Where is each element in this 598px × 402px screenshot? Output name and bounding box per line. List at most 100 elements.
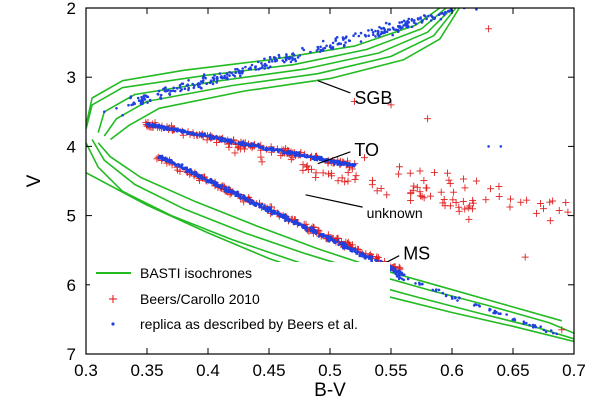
replica-point bbox=[230, 71, 233, 75]
replica-point bbox=[199, 177, 203, 180]
replica-point bbox=[187, 79, 190, 82]
replica-point bbox=[378, 25, 381, 29]
beers-point bbox=[395, 170, 403, 178]
replica-point bbox=[234, 71, 237, 74]
beers-point bbox=[416, 188, 424, 196]
beers-point bbox=[383, 191, 391, 199]
replica-point bbox=[367, 29, 370, 32]
replica-point bbox=[284, 219, 287, 222]
replica-point bbox=[260, 66, 264, 69]
replica-point bbox=[356, 250, 360, 254]
replica-point bbox=[343, 44, 346, 47]
replica-point bbox=[420, 19, 424, 23]
annotation-arrow-2 bbox=[305, 194, 363, 208]
beers-point bbox=[523, 196, 531, 204]
beers-point bbox=[237, 145, 245, 153]
annotation-label-2: unknown bbox=[367, 205, 423, 221]
annotation-arrow-0 bbox=[317, 80, 351, 94]
replica-point bbox=[254, 202, 258, 206]
replica-point bbox=[344, 36, 347, 40]
replica-point bbox=[198, 132, 202, 135]
replica-point bbox=[283, 151, 287, 155]
beers-point bbox=[287, 155, 295, 163]
replica-point bbox=[531, 323, 535, 327]
replica-point bbox=[265, 208, 268, 212]
replica-point bbox=[319, 45, 322, 49]
beers-point bbox=[464, 204, 472, 212]
replica-point bbox=[239, 197, 242, 200]
beers-point bbox=[461, 184, 469, 192]
replica-point bbox=[420, 282, 424, 286]
beers-point bbox=[472, 177, 480, 185]
replica-point bbox=[437, 288, 441, 292]
x-tick-label: 0.35 bbox=[130, 361, 163, 380]
beers-point bbox=[308, 165, 316, 173]
replica-point bbox=[382, 26, 386, 30]
beers-point bbox=[344, 169, 352, 177]
replica-point bbox=[361, 254, 364, 258]
replica-point bbox=[296, 56, 300, 59]
replica-point bbox=[244, 65, 247, 69]
replica-point bbox=[321, 49, 325, 52]
replica-point bbox=[370, 260, 374, 263]
replica-point bbox=[441, 12, 445, 15]
replica-point bbox=[337, 243, 341, 247]
replica-point bbox=[433, 16, 437, 20]
replica-point bbox=[370, 28, 374, 32]
replica-point bbox=[297, 223, 301, 227]
beers-point bbox=[417, 192, 425, 200]
replica-point bbox=[354, 249, 357, 252]
replica-point bbox=[313, 228, 317, 232]
beers-point bbox=[282, 144, 290, 152]
replica-point bbox=[239, 74, 242, 78]
replica-point bbox=[268, 55, 272, 59]
replica-point bbox=[475, 8, 478, 11]
x-tick-label: 0.6 bbox=[440, 361, 464, 380]
isochrone-curve-2 bbox=[86, 8, 441, 126]
replica-point bbox=[278, 148, 282, 151]
replica-point bbox=[140, 98, 143, 102]
legend-swatch-beers bbox=[109, 295, 117, 303]
replica-point bbox=[220, 138, 224, 141]
replica-point bbox=[525, 321, 528, 325]
replica-point bbox=[208, 81, 212, 85]
replica-point bbox=[212, 78, 216, 82]
replica-point bbox=[398, 21, 401, 24]
replica-point bbox=[398, 273, 402, 276]
replica-point bbox=[487, 145, 490, 148]
replica-point bbox=[374, 29, 377, 33]
beers-point bbox=[562, 199, 570, 207]
replica-point bbox=[396, 30, 400, 33]
replica-point bbox=[143, 98, 147, 101]
replica-point bbox=[406, 26, 410, 29]
replica-point bbox=[363, 256, 367, 260]
beers-point bbox=[546, 217, 554, 225]
beers-point bbox=[341, 178, 349, 186]
replica-point bbox=[225, 72, 229, 76]
replica-point bbox=[172, 86, 176, 90]
replica-point bbox=[378, 34, 381, 38]
replica-point bbox=[215, 184, 218, 187]
replica-point bbox=[301, 154, 305, 158]
replica-point bbox=[133, 102, 136, 105]
replica-point bbox=[201, 76, 205, 80]
beers-point bbox=[558, 326, 566, 334]
replica-point bbox=[352, 34, 355, 37]
replica-point bbox=[280, 213, 284, 217]
replica-point bbox=[397, 275, 401, 278]
replica-point bbox=[173, 89, 177, 93]
replica-point bbox=[234, 68, 237, 71]
replica-point bbox=[412, 21, 416, 24]
replica-point bbox=[166, 125, 169, 129]
beers-point bbox=[334, 177, 342, 185]
replica-point bbox=[257, 60, 260, 64]
replica-point bbox=[154, 124, 157, 128]
replica-point bbox=[375, 259, 379, 262]
replica-point bbox=[277, 53, 281, 57]
replica-point bbox=[321, 39, 325, 43]
beers-point bbox=[465, 215, 473, 223]
replica-point bbox=[234, 142, 237, 145]
replica-point bbox=[372, 33, 375, 36]
beers-point bbox=[549, 197, 557, 205]
replica-point bbox=[156, 93, 160, 96]
